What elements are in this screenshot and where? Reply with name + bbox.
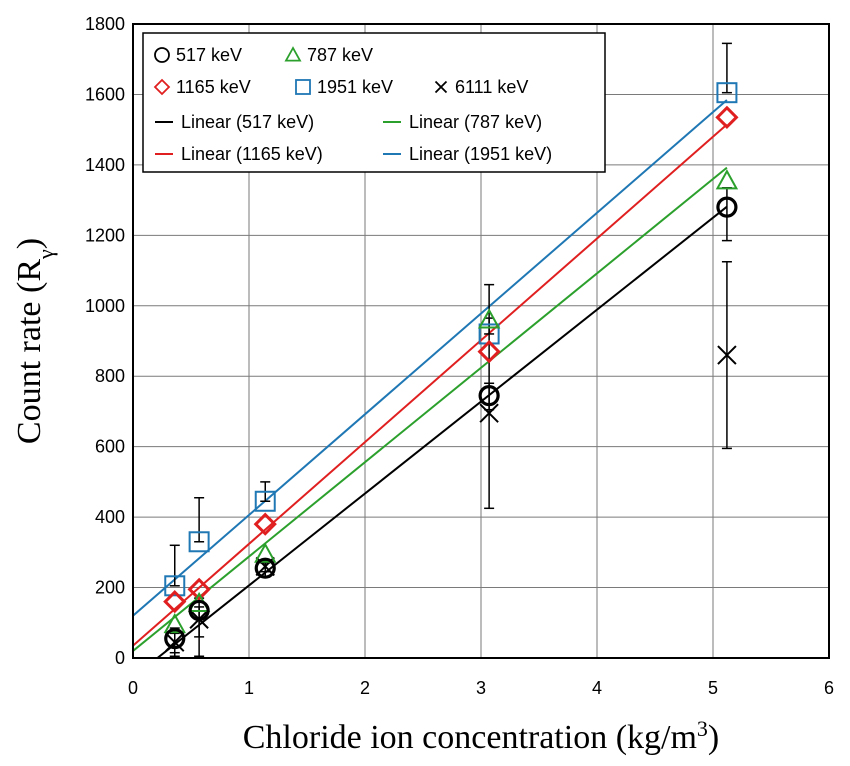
legend-marker-x xyxy=(434,80,448,94)
point-circle-0 xyxy=(164,628,186,650)
legend-label: 6111 keV xyxy=(455,77,528,97)
x-axis-title: Chloride ion concentration (kg/m3) xyxy=(243,716,720,757)
point-triangle-3 xyxy=(477,308,501,329)
legend-label: 787 keV xyxy=(307,45,373,65)
point-circle-3 xyxy=(478,384,500,407)
legend-marker-diamond xyxy=(153,78,171,96)
point-x-3 xyxy=(479,403,499,423)
point-diamond-2 xyxy=(253,512,277,536)
legend-entry: 517 keV xyxy=(154,45,242,65)
point-square-0 xyxy=(164,575,186,597)
point-square-2 xyxy=(254,490,276,512)
y-tick-label: 0 xyxy=(115,648,125,668)
legend-entry: Linear (1165 keV) xyxy=(155,144,323,164)
trendline-0 xyxy=(155,205,728,658)
point-diamond-4 xyxy=(715,105,739,129)
data-points xyxy=(163,82,739,652)
y-tick-label: 800 xyxy=(95,366,125,386)
point-circle-2 xyxy=(254,557,276,579)
trendlines xyxy=(133,99,728,658)
x-tick-label: 0 xyxy=(128,678,138,698)
legend-label: 517 keV xyxy=(176,45,242,65)
point-triangle-2 xyxy=(254,542,277,563)
x-tick-label: 6 xyxy=(824,678,834,698)
y-tick-label: 400 xyxy=(95,507,125,527)
plot-frame xyxy=(132,23,830,659)
y-tick-label: 1400 xyxy=(85,155,125,175)
x-tick-label: 3 xyxy=(476,678,486,698)
point-square-4 xyxy=(716,82,738,104)
legend-entry: 6111 keV xyxy=(434,77,528,97)
point-diamond-1 xyxy=(187,577,211,601)
legend-marker-circle xyxy=(154,47,170,63)
legend-label: 1951 keV xyxy=(317,77,393,97)
legend-label: Linear (1951 keV) xyxy=(409,144,552,164)
trendline-1 xyxy=(133,166,728,652)
y-tick-label: 1200 xyxy=(85,225,125,245)
legend-entry: Linear (517 keV) xyxy=(155,112,314,132)
point-triangle-4 xyxy=(715,169,739,190)
legend: 517 keV 787 keV 1165 keV 1951 keV 6111 keV Li… xyxy=(142,32,606,173)
legend-box xyxy=(142,32,606,173)
x-tick-labels: 0 1 2 3 4 5 6 xyxy=(128,678,834,698)
legend-label: 1165 keV xyxy=(176,77,251,97)
point-square-1 xyxy=(188,531,210,553)
x-tick-label: 1 xyxy=(244,678,254,698)
y-tick-label: 600 xyxy=(95,437,125,457)
error-bar xyxy=(194,496,205,543)
x-tick-label: 4 xyxy=(592,678,602,698)
x-tick-label: 2 xyxy=(360,678,370,698)
point-diamond-0 xyxy=(163,590,187,614)
point-x-4 xyxy=(717,345,737,365)
trendline-2 xyxy=(133,123,728,647)
point-x-0 xyxy=(165,632,185,652)
y-tick-label: 1600 xyxy=(85,84,125,104)
y-tick-label: 1000 xyxy=(85,296,125,316)
trendline-3 xyxy=(133,99,728,617)
y-tick-label: 1800 xyxy=(85,14,125,34)
legend-label: Linear (517 keV) xyxy=(181,112,314,132)
legend-entry: 1951 keV xyxy=(295,77,393,97)
legend-entry: Linear (1951 keV) xyxy=(383,144,552,164)
legend-marker-triangle xyxy=(284,46,302,62)
legend-marker-square xyxy=(295,79,311,95)
error-bar xyxy=(169,544,180,587)
x-tick-label: 5 xyxy=(708,678,718,698)
legend-label: Linear (787 keV) xyxy=(409,112,542,132)
point-circle-4 xyxy=(716,196,738,218)
y-axis-title: Count rate (Rγ) xyxy=(11,238,58,444)
y-tick-label: 200 xyxy=(95,578,125,598)
point-circle-1 xyxy=(188,599,210,622)
y-tick-labels: 0 200 400 600 800 1000 1200 1400 1600 1800 xyxy=(85,14,125,668)
legend-entry: 1165 keV xyxy=(153,77,251,97)
legend-entry: Linear (787 keV) xyxy=(383,112,542,132)
legend-entry: 787 keV xyxy=(284,45,373,65)
error-bar xyxy=(721,42,732,94)
point-diamond-3 xyxy=(477,339,501,364)
point-triangle-0 xyxy=(163,612,186,634)
legend-label: Linear (1165 keV) xyxy=(181,144,323,164)
